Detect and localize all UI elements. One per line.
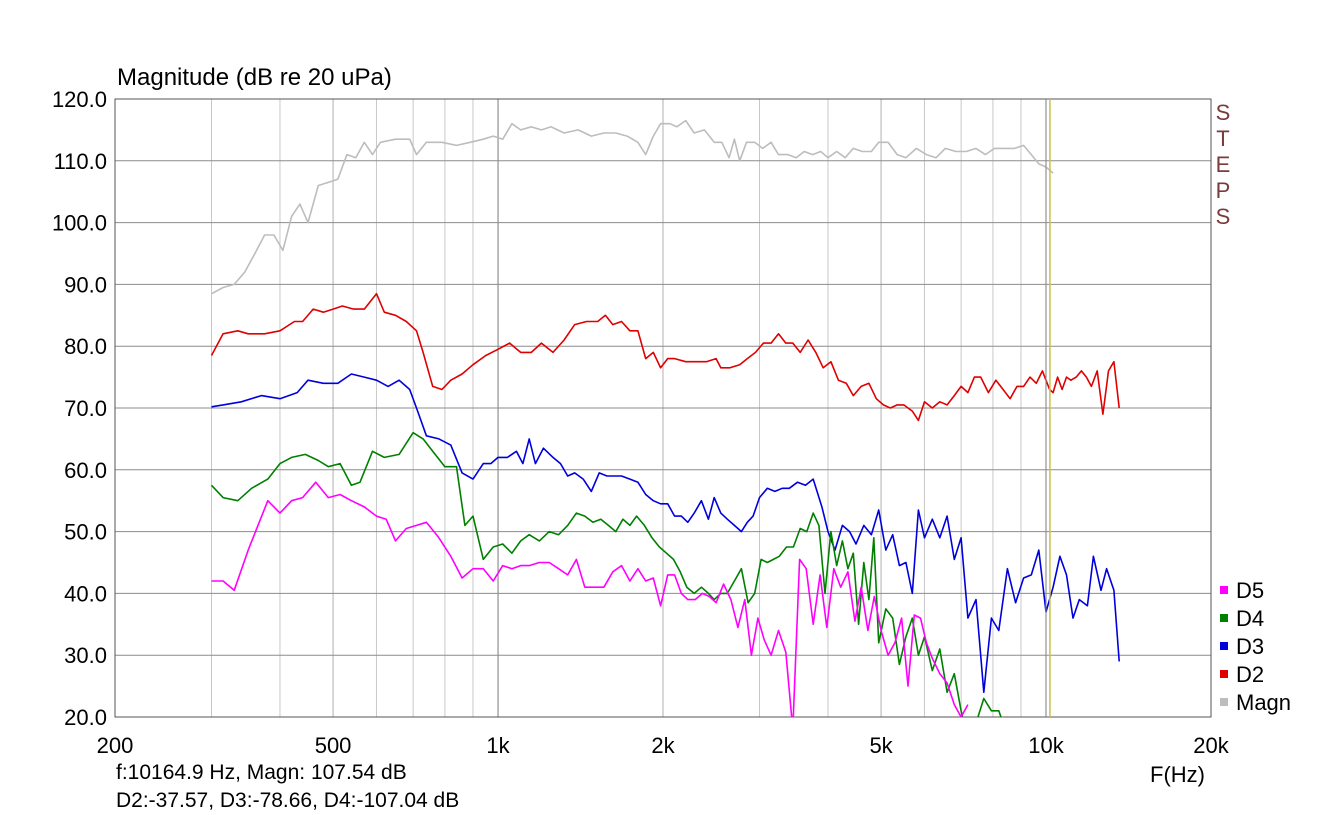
cursor-readout-line2: D2:-37.57, D3:-78.66, D4:-107.04 dB: [116, 789, 460, 812]
cursor-readout-line1: f:10164.9 Hz, Magn: 107.54 dB: [116, 761, 407, 784]
y-tick-label: 120.0: [52, 87, 107, 112]
series-line-magn: [211, 119, 1054, 295]
chart-title: Magnitude (dB re 20 uPa): [117, 64, 392, 91]
x-tick-label: 500: [315, 733, 352, 758]
x-tick-label: 1k: [486, 733, 510, 758]
legend-swatch-d2: [1220, 670, 1228, 678]
y-tick-label: 50.0: [64, 520, 107, 545]
series-line-d3: [211, 373, 1120, 694]
cursor: [1045, 99, 1051, 717]
steps-letter: T: [1216, 126, 1229, 151]
legend-label-magn: Magn: [1236, 690, 1291, 715]
x-tick-label: 5k: [869, 733, 893, 758]
x-axis-label: F(Hz): [1150, 762, 1205, 787]
y-tick-label: 40.0: [64, 581, 107, 606]
y-tick-label: 110.0: [54, 149, 107, 174]
steps-letter: E: [1216, 152, 1231, 177]
x-tick-label: 2k: [651, 733, 675, 758]
y-tick-label: 20.0: [64, 705, 107, 730]
series-layer: [210, 119, 1120, 717]
x-tick-label: 20k: [1193, 733, 1229, 758]
series-line-d5: [211, 481, 969, 717]
y-tick-label: 100.0: [52, 211, 107, 236]
legend-swatch-d5: [1220, 586, 1228, 594]
axes: 120.0 110.0 100.0 90.0 80.0 70.0 60.0 50.0 40.0 3…: [52, 87, 1230, 758]
legend-swatch-d3: [1220, 642, 1228, 650]
legend-label-d4: D4: [1236, 606, 1264, 631]
legend-label-d2: D2: [1236, 662, 1264, 687]
steps-letter: S: [1216, 100, 1231, 125]
steps-letter: S: [1216, 204, 1231, 229]
legend-label-d3: D3: [1236, 634, 1264, 659]
legend-label-d5: D5: [1236, 578, 1264, 603]
legend: D5 D4 D3 D2 Magn: [1220, 578, 1291, 715]
x-tick-label: 200: [97, 733, 134, 758]
legend-swatch-d4: [1220, 614, 1228, 622]
legend-swatch-magn: [1220, 698, 1228, 706]
y-tick-label: 60.0: [64, 458, 107, 483]
y-tick-label: 30.0: [64, 643, 107, 668]
x-tick-label: 10k: [1028, 733, 1064, 758]
y-tick-label: 90.0: [64, 272, 107, 297]
series-line-d2: [210, 292, 1120, 422]
y-tick-label: 80.0: [64, 334, 107, 359]
y-tick-label: 70.0: [64, 396, 107, 421]
plot-frame: [114, 98, 1212, 718]
grid: [114, 98, 1212, 718]
steps-letter: P: [1216, 178, 1231, 203]
series-line-d4: [210, 431, 1002, 717]
